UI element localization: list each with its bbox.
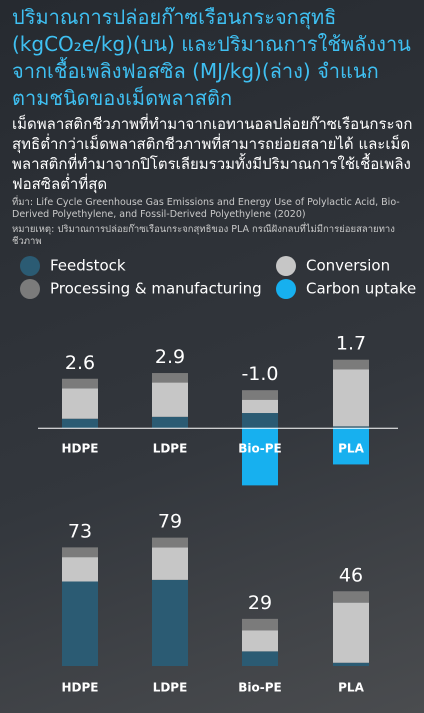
x-tick-label: PLA [338,681,364,695]
bar-segment [152,382,188,417]
bar-segment [333,602,369,663]
x-tick-label: Bio-PE [238,681,281,695]
x-tick-label: PLA [338,442,364,456]
bar-segment [333,426,369,429]
bar-segment [242,630,278,652]
legend-label: Conversion [306,257,390,275]
bar-segment [333,662,369,666]
x-tick-label: HDPE [62,442,99,456]
bar-segment [242,651,278,666]
note: หมายเหตุ: ปริมาณการปล่อยก๊าซเรือนกระจกสุ… [12,224,395,247]
legend-label: Feedstock [50,257,126,275]
total-label: 79 [158,511,182,533]
legend-swatch [276,256,296,276]
legend-label: Processing & manufacturing [50,280,262,298]
total-label: 2.6 [65,352,95,374]
bar-segment [242,618,278,631]
description: เม็ดพลาสติกชีวภาพที่ทำมาจากเอทานอลปล่อยก… [12,115,413,193]
total-label: -1.0 [241,363,278,385]
bar-segment [333,369,369,427]
bar-segment [333,428,369,465]
bar-segment [62,581,98,666]
x-tick-label: Bio-PE [238,442,281,456]
legend-swatch [276,279,296,299]
bar-segment [62,378,98,389]
legend-label: Carbon uptake [306,280,416,298]
bar-segment [152,579,188,666]
total-label: 46 [339,564,363,586]
x-tick-label: HDPE [62,681,99,695]
bar-segment [62,418,98,429]
source: ที่มา: Life Cycle Greenhouse Gas Emissio… [12,197,400,220]
bar-segment [152,537,188,548]
bar-segment [242,390,278,400]
title: ปริมาณการปล่อยก๊าซเรือนกระจกสุทธิ (kgCO₂… [12,5,411,110]
bar-segment [152,373,188,383]
total-label: 29 [248,592,272,614]
bar-segment [62,388,98,419]
x-tick-label: LDPE [153,442,188,456]
bar-segment [333,359,369,370]
legend-swatch [20,279,40,299]
bar-segment [152,416,188,429]
legend-swatch [20,256,40,276]
bar-segment [152,547,188,580]
total-label: 73 [68,520,92,542]
bar-segment [333,591,369,603]
total-label: 1.7 [336,333,366,355]
x-tick-label: LDPE [153,681,188,695]
total-label: 2.9 [155,346,185,368]
bar-segment [62,557,98,582]
bar-segment [242,413,278,429]
header: ปริมาณการปล่อยก๊าซเรือนกระจกสุทธิ (kgCO₂… [12,4,416,248]
bar-segment [62,547,98,558]
bar-segment [242,399,278,414]
bar-segment [242,428,278,486]
